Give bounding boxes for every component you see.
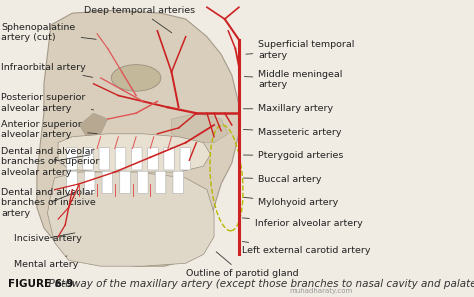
Text: Superficial temporal
artery: Superficial temporal artery: [246, 40, 355, 60]
FancyBboxPatch shape: [137, 171, 148, 194]
Text: muhadharaty.com: muhadharaty.com: [289, 288, 352, 294]
Polygon shape: [37, 10, 239, 266]
Text: Inferior alveolar artery: Inferior alveolar artery: [242, 218, 363, 228]
Text: Pterygoid arteries: Pterygoid arteries: [244, 151, 344, 160]
FancyBboxPatch shape: [84, 171, 95, 194]
Text: Maxillary artery: Maxillary artery: [244, 104, 334, 113]
FancyBboxPatch shape: [99, 148, 109, 170]
FancyBboxPatch shape: [147, 148, 158, 170]
Polygon shape: [58, 134, 210, 172]
FancyBboxPatch shape: [120, 171, 130, 194]
Text: Left external carotid artery: Left external carotid artery: [242, 241, 371, 255]
Text: Deep temporal arteries: Deep temporal arteries: [84, 6, 195, 33]
FancyBboxPatch shape: [102, 171, 113, 194]
Text: Incisive artery: Incisive artery: [14, 233, 82, 243]
Text: Dental and alveolar
branches of incisive
artery: Dental and alveolar branches of incisive…: [1, 188, 96, 218]
FancyBboxPatch shape: [131, 148, 142, 170]
Text: Dental and alveolar
branches of superior
alveolar artery: Dental and alveolar branches of superior…: [1, 147, 100, 177]
Polygon shape: [172, 113, 228, 143]
Polygon shape: [47, 172, 214, 266]
Text: Infraorbital artery: Infraorbital artery: [1, 63, 92, 77]
FancyBboxPatch shape: [155, 171, 166, 194]
Text: Pathway of the maxillary artery (except those branches to nasal cavity and palat: Pathway of the maxillary artery (except …: [42, 279, 474, 289]
Text: Sphenopalatine
artery (cut): Sphenopalatine artery (cut): [1, 23, 96, 42]
Polygon shape: [79, 113, 108, 137]
Text: Mental artery: Mental artery: [14, 256, 78, 269]
FancyBboxPatch shape: [180, 148, 191, 170]
Text: Buccal artery: Buccal artery: [244, 175, 322, 184]
FancyBboxPatch shape: [164, 148, 174, 170]
FancyBboxPatch shape: [83, 148, 93, 170]
FancyBboxPatch shape: [67, 171, 77, 194]
Text: Mylohyoid artery: Mylohyoid artery: [244, 197, 338, 207]
Ellipse shape: [111, 65, 161, 91]
FancyBboxPatch shape: [173, 171, 183, 194]
Text: Anterior superior
alveolar artery: Anterior superior alveolar artery: [1, 120, 97, 139]
Text: Posterior superior
alveolar artery: Posterior superior alveolar artery: [1, 93, 94, 113]
FancyBboxPatch shape: [67, 148, 77, 170]
Text: Outline of parotid gland: Outline of parotid gland: [186, 252, 298, 278]
FancyBboxPatch shape: [115, 148, 126, 170]
Text: Masseteric artery: Masseteric artery: [244, 128, 342, 137]
Text: Middle meningeal
artery: Middle meningeal artery: [245, 70, 343, 89]
Text: FIGURE 6-9: FIGURE 6-9: [9, 279, 74, 289]
